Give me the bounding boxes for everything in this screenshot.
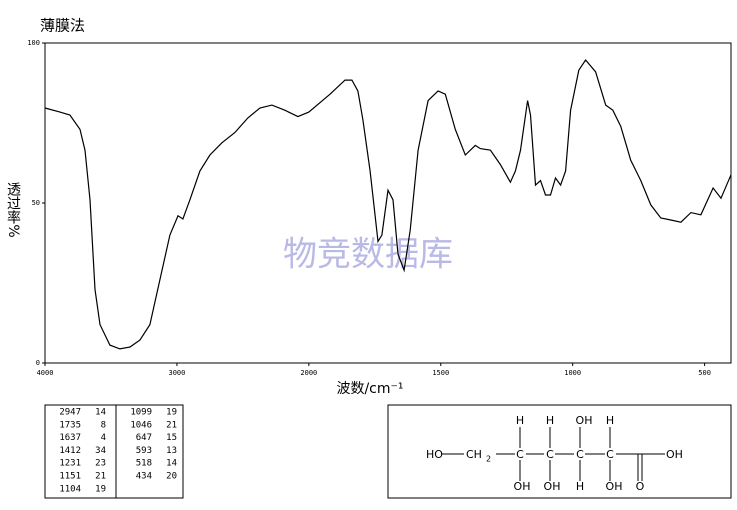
atom-label: HO — [426, 448, 443, 461]
atom-label: CH — [466, 448, 482, 461]
x-tick-label: 3000 — [168, 369, 185, 377]
atom-label: OH — [544, 480, 561, 493]
peak-wavenumber: 1151 — [59, 472, 81, 482]
y-tick-label: 0 — [36, 359, 40, 367]
x-tick-label: 1500 — [432, 369, 449, 377]
atom-label: C — [576, 448, 584, 461]
atom-label: O — [636, 480, 645, 493]
peak-wavenumber: 593 — [136, 446, 152, 456]
x-tick-label: 1000 — [564, 369, 581, 377]
atom-label: C — [606, 448, 614, 461]
atom-label: OH — [666, 448, 683, 461]
peak-wavenumber: 434 — [136, 472, 152, 482]
atom-label: 2 — [486, 455, 491, 464]
peak-transmittance: 21 — [166, 420, 177, 430]
peak-wavenumber: 1099 — [130, 408, 152, 418]
structure-bonds — [441, 427, 665, 481]
peak-transmittance: 14 — [166, 459, 177, 469]
peak-transmittance: 23 — [95, 459, 106, 469]
x-axis-label: 波数/cm⁻¹ — [336, 381, 403, 397]
chart-title: 薄膜法 — [40, 17, 85, 35]
atom-label: C — [516, 448, 524, 461]
y-tick-label: 50 — [32, 199, 40, 207]
peak-wavenumber: 2947 — [59, 408, 81, 418]
peak-wavenumber: 1104 — [59, 484, 81, 494]
spectrum-line — [44, 59, 732, 350]
watermark: 物竞数据库 — [283, 235, 453, 275]
peak-wavenumber: 1412 — [59, 446, 81, 456]
peak-transmittance: 21 — [95, 472, 106, 482]
x-tick-label: 4000 — [37, 369, 54, 377]
peak-transmittance: 19 — [95, 484, 106, 494]
peak-table-frame — [44, 404, 184, 499]
atom-label: H — [576, 480, 584, 493]
peak-transmittance: 19 — [166, 408, 177, 418]
peak-transmittance: 4 — [101, 433, 106, 443]
plot-frame — [44, 42, 732, 364]
peak-transmittance: 13 — [166, 446, 177, 456]
atom-label: H — [516, 414, 524, 427]
x-tick-label: 2000 — [300, 369, 317, 377]
atom-label: OH — [514, 480, 531, 493]
peak-transmittance: 34 — [95, 446, 106, 456]
y-axis-label: 透过率% — [5, 182, 21, 237]
peak-wavenumber: 518 — [136, 459, 152, 469]
atom-label: H — [546, 414, 554, 427]
atom-label: H — [606, 414, 614, 427]
peak-transmittance: 15 — [166, 433, 177, 443]
peak-wavenumber: 1046 — [130, 420, 152, 430]
y-tick-label: 100 — [27, 39, 40, 47]
peak-wavenumber: 1231 — [59, 459, 81, 469]
atom-label: OH — [606, 480, 623, 493]
x-tick-label: 500 — [698, 369, 711, 377]
structure-frame — [387, 404, 732, 499]
peak-wavenumber: 1735 — [59, 420, 81, 430]
peak-wavenumber: 647 — [136, 433, 152, 443]
peak-transmittance: 20 — [166, 472, 177, 482]
atom-label: OH — [576, 414, 593, 427]
peak-transmittance: 8 — [101, 420, 106, 430]
peak-transmittance: 14 — [95, 408, 106, 418]
atom-label: C — [546, 448, 554, 461]
peak-wavenumber: 1637 — [59, 433, 81, 443]
